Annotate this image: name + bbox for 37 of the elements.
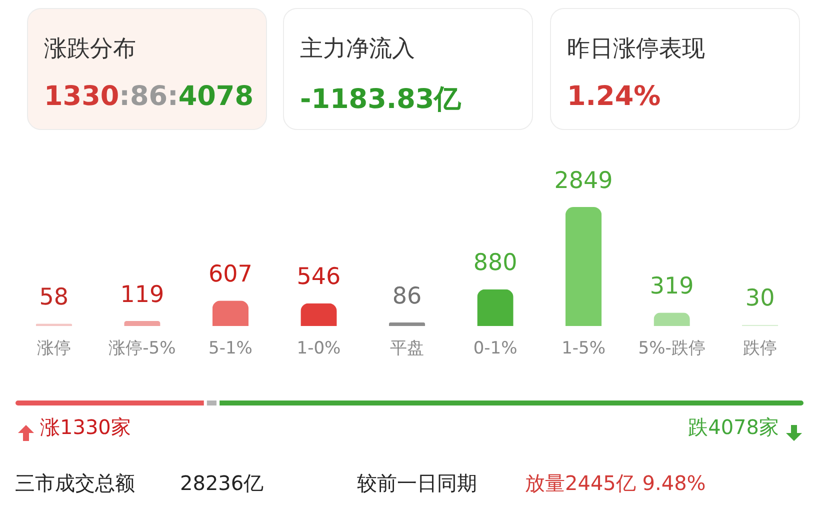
text: 放量2445亿 9.48% xyxy=(525,470,706,497)
data-label: 319 xyxy=(650,274,694,300)
data-label: 58 xyxy=(39,284,69,311)
data-label: 30 xyxy=(745,286,775,312)
x-tick-label: 涨停-5% xyxy=(108,338,176,358)
x-tick-label: 跌停 xyxy=(743,338,778,358)
data-label: 880 xyxy=(473,250,518,276)
text: 跌4078家 xyxy=(688,415,779,439)
x-tick-label: 1-0% xyxy=(296,338,341,358)
text: 28236亿 xyxy=(180,470,264,497)
text: 较前一日同期 xyxy=(357,470,477,497)
bar xyxy=(300,303,337,326)
bar xyxy=(565,207,602,326)
text: 主力净流入 xyxy=(300,35,415,64)
text: 1330:86:4078 xyxy=(44,81,254,112)
text: 涨1330家 xyxy=(40,415,131,439)
x-tick-label: 1-5% xyxy=(562,338,606,358)
x-tick-label: 涨停 xyxy=(36,338,71,358)
text: 昨日涨停表现 xyxy=(567,35,705,64)
text: 1.24% xyxy=(567,81,661,112)
data-label: 2849 xyxy=(554,168,613,194)
bar xyxy=(388,322,426,326)
data-label: 119 xyxy=(120,282,164,308)
text: 涨跌分布 xyxy=(44,35,136,64)
bar xyxy=(477,289,514,326)
text: -1183.83亿 xyxy=(300,83,462,117)
x-tick-label: 平盘 xyxy=(390,338,424,358)
x-tick-label: 5-1% xyxy=(208,338,252,358)
x-tick-label: 5%-跌停 xyxy=(638,338,706,358)
bar xyxy=(124,321,160,326)
data-label: 546 xyxy=(296,264,341,290)
data-label: 86 xyxy=(392,283,422,310)
bar xyxy=(212,300,249,326)
x-tick-label: 0-1% xyxy=(473,338,518,358)
data-label: 607 xyxy=(208,262,252,288)
text: 三市成交总额 xyxy=(15,470,135,497)
bar xyxy=(654,312,690,326)
